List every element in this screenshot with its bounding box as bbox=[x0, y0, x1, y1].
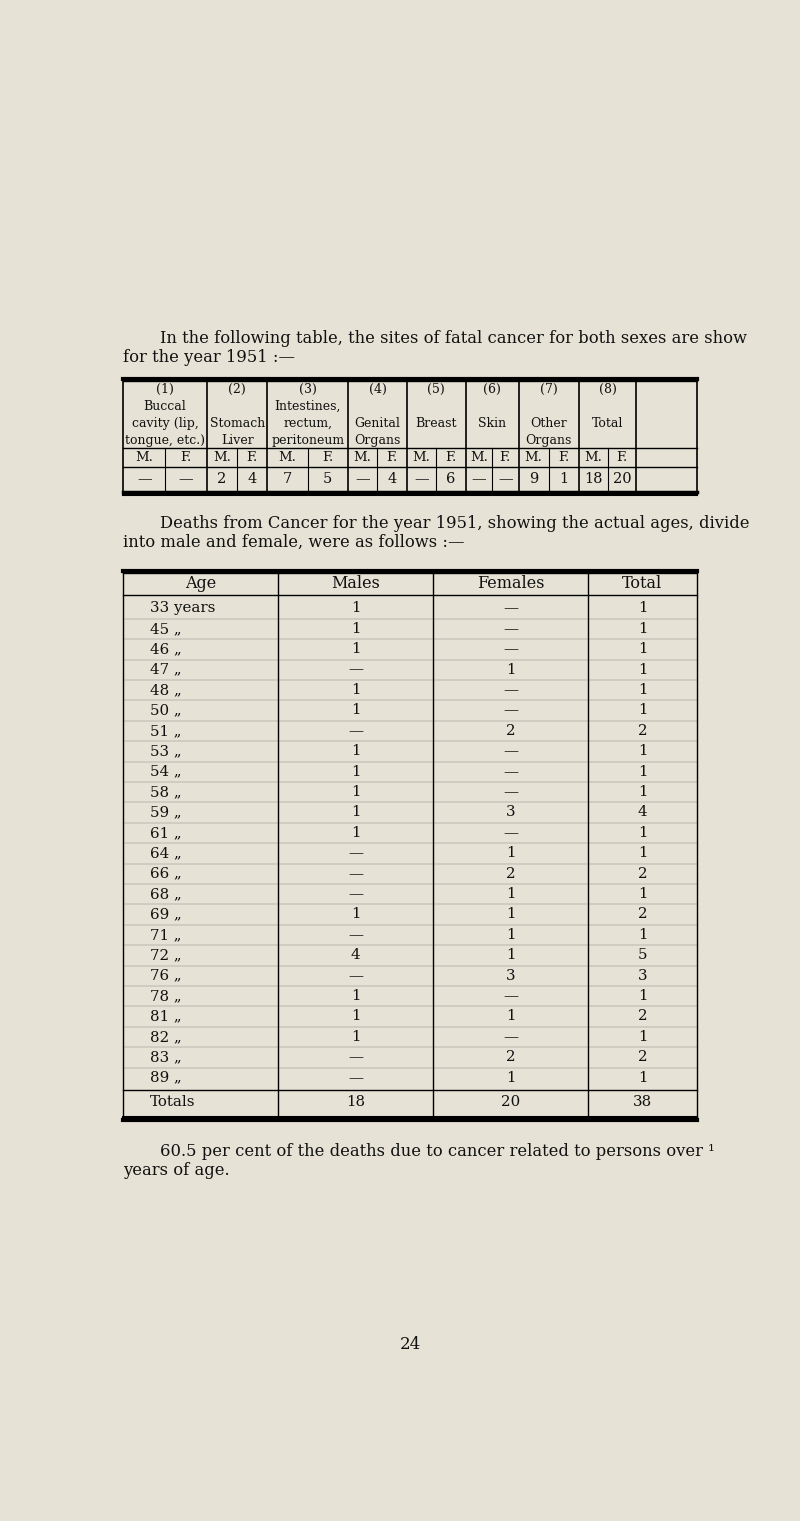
Text: 1: 1 bbox=[506, 1010, 515, 1024]
Text: Deaths from Cancer for the year 1951, showing the actual ages, divide: Deaths from Cancer for the year 1951, sh… bbox=[138, 516, 750, 532]
Text: F.: F. bbox=[446, 452, 457, 464]
Text: 18: 18 bbox=[584, 472, 602, 487]
Text: 1: 1 bbox=[351, 826, 361, 840]
Text: —: — bbox=[348, 1071, 363, 1084]
Text: 82 „: 82 „ bbox=[150, 1030, 182, 1043]
Text: 2: 2 bbox=[506, 1051, 515, 1065]
Text: F.: F. bbox=[322, 452, 334, 464]
Text: Totals: Totals bbox=[150, 1095, 196, 1109]
Text: 53 „: 53 „ bbox=[150, 744, 182, 759]
Text: 1: 1 bbox=[506, 928, 515, 941]
Text: 58 „: 58 „ bbox=[150, 785, 182, 799]
Text: —: — bbox=[503, 601, 518, 616]
Text: 1: 1 bbox=[638, 989, 647, 1002]
Text: —: — bbox=[472, 472, 486, 487]
Text: 18: 18 bbox=[346, 1095, 366, 1109]
Text: 3: 3 bbox=[638, 969, 647, 983]
Text: F.: F. bbox=[386, 452, 398, 464]
Text: 5: 5 bbox=[323, 472, 333, 487]
Text: F.: F. bbox=[500, 452, 511, 464]
Text: 2: 2 bbox=[638, 724, 647, 738]
Text: 1: 1 bbox=[506, 948, 515, 963]
Text: F.: F. bbox=[181, 452, 192, 464]
Text: 4: 4 bbox=[387, 472, 397, 487]
Text: 1: 1 bbox=[638, 785, 647, 799]
Text: Females: Females bbox=[477, 575, 545, 592]
Text: 1: 1 bbox=[351, 785, 361, 799]
Text: —: — bbox=[348, 846, 363, 861]
Text: 1: 1 bbox=[638, 1071, 647, 1084]
Text: —: — bbox=[498, 472, 513, 487]
Text: (2)

Stomach
Liver: (2) Stomach Liver bbox=[210, 383, 265, 447]
Text: —: — bbox=[503, 744, 518, 759]
Text: —: — bbox=[178, 472, 194, 487]
Text: (7)

Other
Organs: (7) Other Organs bbox=[526, 383, 572, 447]
Text: 4: 4 bbox=[248, 472, 257, 487]
Text: —: — bbox=[503, 989, 518, 1002]
Text: F.: F. bbox=[616, 452, 627, 464]
Text: 1: 1 bbox=[638, 703, 647, 718]
Text: 7: 7 bbox=[283, 472, 292, 487]
Text: —: — bbox=[503, 642, 518, 656]
Text: —: — bbox=[503, 703, 518, 718]
Text: 1: 1 bbox=[638, 846, 647, 861]
Text: 64 „: 64 „ bbox=[150, 846, 182, 861]
Text: (4)

Genital
Organs: (4) Genital Organs bbox=[354, 383, 401, 447]
Text: M.: M. bbox=[278, 452, 297, 464]
Text: M.: M. bbox=[525, 452, 542, 464]
Text: 60.5 per cent of the deaths due to cancer related to persons over ¹: 60.5 per cent of the deaths due to cance… bbox=[138, 1144, 714, 1161]
Text: Total: Total bbox=[622, 575, 662, 592]
Text: (5)

Breast: (5) Breast bbox=[416, 383, 457, 430]
Text: M.: M. bbox=[413, 452, 430, 464]
Text: 83 „: 83 „ bbox=[150, 1051, 182, 1065]
Text: for the year 1951 :—: for the year 1951 :— bbox=[123, 348, 295, 367]
Text: 50 „: 50 „ bbox=[150, 703, 182, 718]
Text: M.: M. bbox=[470, 452, 488, 464]
Text: 76 „: 76 „ bbox=[150, 969, 182, 983]
Text: —: — bbox=[414, 472, 429, 487]
Text: 24: 24 bbox=[399, 1335, 421, 1354]
Text: 1: 1 bbox=[638, 887, 647, 900]
Text: 89 „: 89 „ bbox=[150, 1071, 182, 1084]
Text: 3: 3 bbox=[506, 969, 515, 983]
Text: years of age.: years of age. bbox=[123, 1162, 230, 1179]
Text: —: — bbox=[503, 622, 518, 636]
Text: (1)
Buccal
cavity (lip,
tongue, etc.): (1) Buccal cavity (lip, tongue, etc.) bbox=[125, 383, 205, 447]
Text: (8)

Total: (8) Total bbox=[592, 383, 623, 430]
Text: 1: 1 bbox=[351, 1010, 361, 1024]
Text: 1: 1 bbox=[638, 642, 647, 656]
Text: 38: 38 bbox=[633, 1095, 652, 1109]
Text: —: — bbox=[348, 887, 363, 900]
Text: 1: 1 bbox=[638, 826, 647, 840]
Text: 1: 1 bbox=[638, 663, 647, 677]
Text: 1: 1 bbox=[351, 703, 361, 718]
Text: (3)
Intestines,
rectum,
peritoneum: (3) Intestines, rectum, peritoneum bbox=[271, 383, 344, 447]
Text: 69 „: 69 „ bbox=[150, 908, 182, 922]
Text: 1: 1 bbox=[559, 472, 569, 487]
Text: 1: 1 bbox=[506, 1071, 515, 1084]
Text: 2: 2 bbox=[506, 867, 515, 881]
Text: 1: 1 bbox=[638, 601, 647, 616]
Text: —: — bbox=[503, 826, 518, 840]
Text: 1: 1 bbox=[638, 1030, 647, 1043]
Text: —: — bbox=[348, 1051, 363, 1065]
Text: 48 „: 48 „ bbox=[150, 683, 182, 697]
Text: 1: 1 bbox=[351, 806, 361, 820]
Text: 1: 1 bbox=[638, 928, 647, 941]
Text: 61 „: 61 „ bbox=[150, 826, 182, 840]
Text: 47 „: 47 „ bbox=[150, 663, 182, 677]
Text: 1: 1 bbox=[506, 908, 515, 922]
Text: 54 „: 54 „ bbox=[150, 765, 182, 779]
Text: 45 „: 45 „ bbox=[150, 622, 182, 636]
Text: —: — bbox=[503, 785, 518, 799]
Text: 66 „: 66 „ bbox=[150, 867, 182, 881]
Text: 1: 1 bbox=[351, 765, 361, 779]
Text: 2: 2 bbox=[638, 908, 647, 922]
Text: 5: 5 bbox=[638, 948, 647, 963]
Text: —: — bbox=[348, 928, 363, 941]
Text: 1: 1 bbox=[351, 683, 361, 697]
Text: 20: 20 bbox=[613, 472, 631, 487]
Text: 2: 2 bbox=[638, 1010, 647, 1024]
Text: 1: 1 bbox=[506, 846, 515, 861]
Text: 1: 1 bbox=[351, 744, 361, 759]
